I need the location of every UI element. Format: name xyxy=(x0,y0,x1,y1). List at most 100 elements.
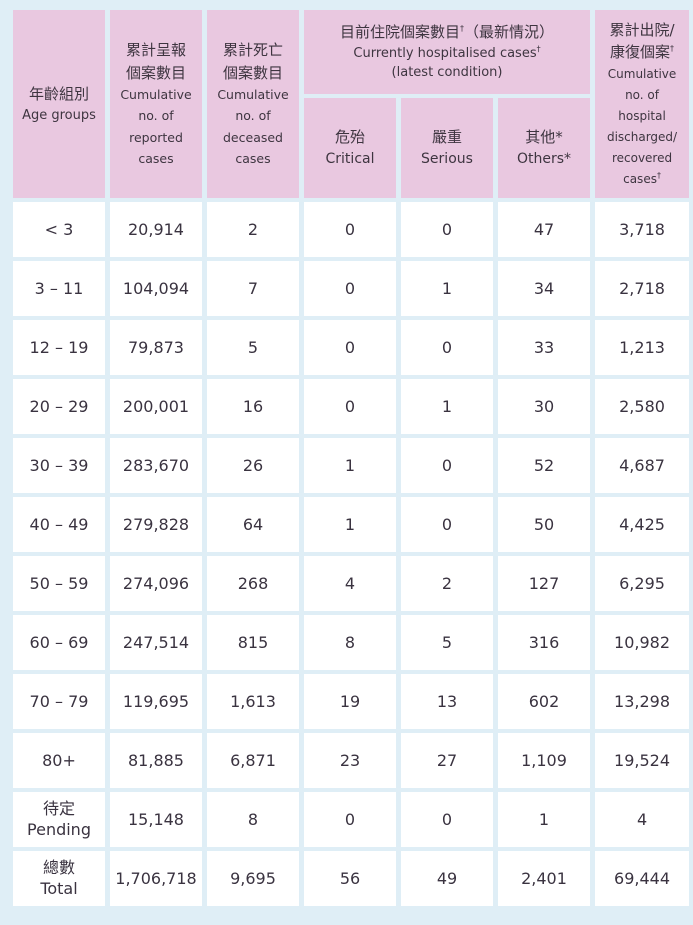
cell-age: 12 – 19 xyxy=(13,320,105,375)
header-discharged-zh-2: 康復個案 xyxy=(610,43,671,61)
cell-reported: 274,096 xyxy=(110,556,202,611)
dagger-mark: † xyxy=(670,44,675,53)
cell-others: 1,109 xyxy=(498,733,591,788)
cell-critical: 0 xyxy=(304,320,396,375)
header-others: 其他* Others* xyxy=(498,98,591,198)
cell-discharged: 69,444 xyxy=(595,851,690,906)
table-row: 40 – 49 279,828 64 1 0 50 4,425 xyxy=(13,497,690,552)
cell-serious: 13 xyxy=(401,674,493,729)
table-row: 12 – 19 79,873 5 0 0 33 1,213 xyxy=(13,320,690,375)
cell-critical: 23 xyxy=(304,733,396,788)
cell-critical: 0 xyxy=(304,261,396,316)
header-others-zh: 其他* xyxy=(525,128,563,147)
cell-discharged: 1,213 xyxy=(595,320,690,375)
header-serious-en: Serious xyxy=(421,150,473,167)
cell-serious: 0 xyxy=(401,792,493,847)
cell-serious: 49 xyxy=(401,851,493,906)
cell-reported: 247,514 xyxy=(110,615,202,670)
cell-age-pending: 待定 Pending xyxy=(13,792,105,847)
header-discharged-en-2: no. of xyxy=(625,87,659,102)
cell-serious: 1 xyxy=(401,261,493,316)
table-row: 3 – 11 104,094 7 0 1 34 2,718 xyxy=(13,261,690,316)
cell-age: 20 – 29 xyxy=(13,379,105,434)
table-row: 20 – 29 200,001 16 0 1 30 2,580 xyxy=(13,379,690,434)
cell-others: 2,401 xyxy=(498,851,591,906)
header-hospitalised-en: Currently hospitalised cases xyxy=(353,45,537,61)
cell-deceased: 64 xyxy=(207,497,299,552)
cell-serious: 0 xyxy=(401,438,493,493)
cell-discharged: 3,718 xyxy=(595,202,690,257)
cell-others: 602 xyxy=(498,674,591,729)
cell-critical: 0 xyxy=(304,379,396,434)
cell-deceased: 16 xyxy=(207,379,299,434)
cell-age: 60 – 69 xyxy=(13,615,105,670)
cell-critical: 1 xyxy=(304,497,396,552)
cell-others: 52 xyxy=(498,438,591,493)
table-row: < 3 20,914 2 0 0 47 3,718 xyxy=(13,202,690,257)
cell-critical: 4 xyxy=(304,556,396,611)
cell-others: 34 xyxy=(498,261,591,316)
table-row-total: 總數 Total 1,706,718 9,695 56 49 2,401 69,… xyxy=(13,851,690,906)
cell-critical: 8 xyxy=(304,615,396,670)
table-row: 80+ 81,885 6,871 23 27 1,109 19,524 xyxy=(13,733,690,788)
cell-serious: 5 xyxy=(401,615,493,670)
cell-reported: 15,148 xyxy=(110,792,202,847)
table-row: 50 – 59 274,096 268 4 2 127 6,295 xyxy=(13,556,690,611)
cell-others: 33 xyxy=(498,320,591,375)
pending-label-en: Pending xyxy=(27,819,91,839)
cell-reported: 79,873 xyxy=(110,320,202,375)
header-discharged: 累計出院/ 康復個案† Cumulative no. of hospital d… xyxy=(595,10,690,198)
cell-deceased: 26 xyxy=(207,438,299,493)
cell-serious: 0 xyxy=(401,497,493,552)
cell-discharged: 6,295 xyxy=(595,556,690,611)
header-discharged-zh-1: 累計出院/ xyxy=(609,20,675,39)
cell-deceased: 6,871 xyxy=(207,733,299,788)
header-discharged-en-4: discharged/ xyxy=(606,129,678,144)
cell-age-total: 總數 Total xyxy=(13,851,105,906)
cell-age: < 3 xyxy=(13,202,105,257)
cell-serious: 1 xyxy=(401,379,493,434)
cell-serious: 2 xyxy=(401,556,493,611)
table-row: 70 – 79 119,695 1,613 19 13 602 13,298 xyxy=(13,674,690,729)
header-deceased: 累計死亡個案數目 Cumulative no. of deceased case… xyxy=(207,10,299,198)
cell-age: 50 – 59 xyxy=(13,556,105,611)
header-reported-en: Cumulative no. of reported cases xyxy=(120,87,192,166)
cell-critical: 0 xyxy=(304,792,396,847)
cell-critical: 1 xyxy=(304,438,396,493)
header-reported-zh: 累計呈報個案數目 xyxy=(125,41,186,82)
total-label-zh: 總數 xyxy=(42,857,75,877)
pending-label-zh: 待定 xyxy=(42,798,75,818)
header-deceased-en: Cumulative no. of deceased cases xyxy=(217,87,289,166)
header-serious: 嚴重 Serious xyxy=(401,98,493,198)
cell-serious: 0 xyxy=(401,202,493,257)
table-row-pending: 待定 Pending 15,148 8 0 0 1 4 xyxy=(13,792,690,847)
table-row: 60 – 69 247,514 815 8 5 316 10,982 xyxy=(13,615,690,670)
cell-reported: 1,706,718 xyxy=(110,851,202,906)
header-deceased-zh: 累計死亡個案數目 xyxy=(222,41,283,82)
cell-discharged: 2,718 xyxy=(595,261,690,316)
header-others-en: Others* xyxy=(516,150,572,167)
cell-deceased: 7 xyxy=(207,261,299,316)
cell-discharged: 2,580 xyxy=(595,379,690,434)
cell-others: 316 xyxy=(498,615,591,670)
header-age-groups-en: Age groups xyxy=(22,107,96,123)
cell-deceased: 9,695 xyxy=(207,851,299,906)
cell-age: 40 – 49 xyxy=(13,497,105,552)
cell-critical: 56 xyxy=(304,851,396,906)
cell-critical: 0 xyxy=(304,202,396,257)
header-discharged-en-5: recovered xyxy=(611,150,673,165)
header-critical: 危殆 Critical xyxy=(304,98,396,198)
header-hospitalised-zh: 目前住院個案數目 xyxy=(340,23,461,42)
header-hospitalised: 目前住院個案數目†（最新情況） Currently hospitalised c… xyxy=(304,10,591,94)
cell-deceased: 2 xyxy=(207,202,299,257)
cell-reported: 279,828 xyxy=(110,497,202,552)
table-row: 30 – 39 283,670 26 1 0 52 4,687 xyxy=(13,438,690,493)
cell-deceased: 1,613 xyxy=(207,674,299,729)
cell-deceased: 8 xyxy=(207,792,299,847)
cell-reported: 283,670 xyxy=(110,438,202,493)
cell-reported: 104,094 xyxy=(110,261,202,316)
cell-discharged: 19,524 xyxy=(595,733,690,788)
header-serious-zh: 嚴重 xyxy=(431,128,462,147)
header-hospitalised-en-2: (latest condition) xyxy=(391,65,503,81)
header-age-groups: 年齡組別 Age groups xyxy=(13,10,105,198)
